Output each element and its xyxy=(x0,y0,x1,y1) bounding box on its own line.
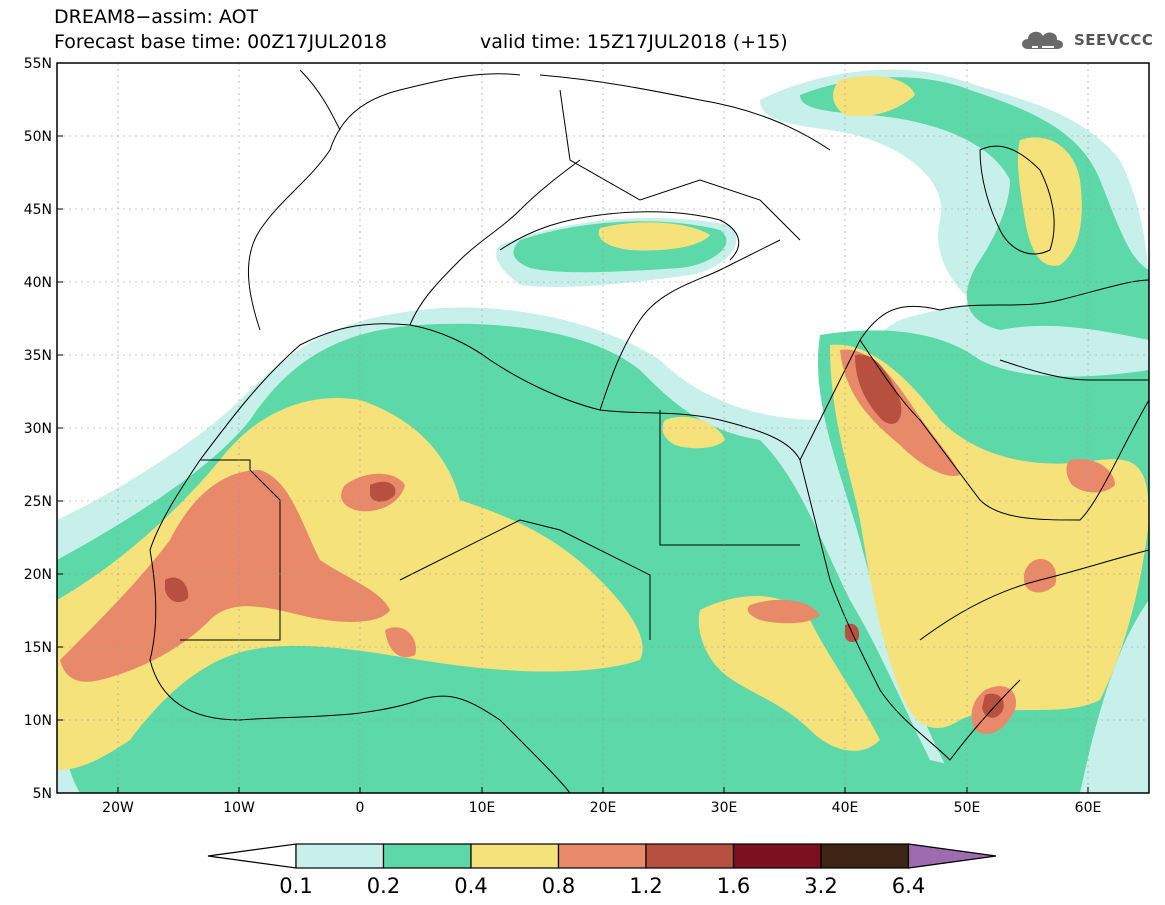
colorbar-swatch xyxy=(557,843,647,869)
colorbar-swatch xyxy=(295,843,385,869)
colorbar-swatch xyxy=(820,843,910,869)
lon-label: 0 xyxy=(356,800,365,816)
map-title: DREAM8−assim: AOT xyxy=(54,6,259,28)
valid-time: valid time: 15Z17JUL2018 (+15) xyxy=(480,31,788,53)
coastlines xyxy=(149,69,1149,793)
cloud-icon xyxy=(1022,31,1063,49)
logo-text: SEEVCCC xyxy=(1074,31,1154,49)
longitude-labels: 20W 10W 0 10E 20E 30E 40E 50E 60E xyxy=(102,800,1101,816)
colorbar-label: 0.1 xyxy=(279,874,312,898)
lon-label: 10E xyxy=(469,800,496,816)
lat-label: 15N xyxy=(24,640,52,656)
seevccc-logo: SEEVCCC xyxy=(1018,24,1153,56)
colorbar-label: 0.8 xyxy=(542,874,575,898)
lat-label: 45N xyxy=(24,202,52,218)
colorbar-label: 0.2 xyxy=(367,874,400,898)
forecast-base-time: Forecast base time: 00Z17JUL2018 xyxy=(54,31,387,53)
lat-label: 35N xyxy=(24,348,52,364)
lat-label: 40N xyxy=(24,275,52,291)
colorbar-swatch xyxy=(732,843,822,869)
colorbar-label: 3.2 xyxy=(804,874,837,898)
lon-label: 20E xyxy=(590,800,617,816)
colorbar-label: 1.2 xyxy=(629,874,662,898)
lat-label: 55N xyxy=(24,56,52,72)
lon-label: 20W xyxy=(102,800,134,816)
axis-ticks xyxy=(57,62,1089,794)
colorbar-low-arrow xyxy=(207,843,297,869)
lat-label: 50N xyxy=(24,129,52,145)
colorbar-label: 6.4 xyxy=(892,874,925,898)
lat-label: 10N xyxy=(24,713,52,729)
colorbar-swatch xyxy=(382,843,472,869)
lon-label: 40E xyxy=(832,800,859,816)
colorbar-label: 0.4 xyxy=(454,874,487,898)
colorbar-label: 1.6 xyxy=(717,874,750,898)
lon-label: 30E xyxy=(711,800,738,816)
colorbar-swatch xyxy=(470,843,560,869)
graticule xyxy=(57,63,1149,793)
colorbar-swatch xyxy=(645,843,735,869)
aot-field xyxy=(57,69,1149,793)
colorbar-high-arrow xyxy=(907,843,997,869)
colorbar: 0.1 0.2 0.4 0.8 1.2 1.6 3.2 6.4 xyxy=(207,843,997,898)
lon-label: 50E xyxy=(954,800,981,816)
lat-label: 5N xyxy=(33,786,52,802)
lat-label: 25N xyxy=(24,494,52,510)
lat-label: 20N xyxy=(24,567,52,583)
aot-band-1.2 xyxy=(165,354,1004,718)
latitude-labels: 55N 50N 45N 40N 35N 30N 25N 20N 15N 10N … xyxy=(24,56,52,802)
lat-label: 30N xyxy=(24,421,52,437)
lon-label: 60E xyxy=(1075,800,1102,816)
lon-label: 10W xyxy=(223,800,255,816)
